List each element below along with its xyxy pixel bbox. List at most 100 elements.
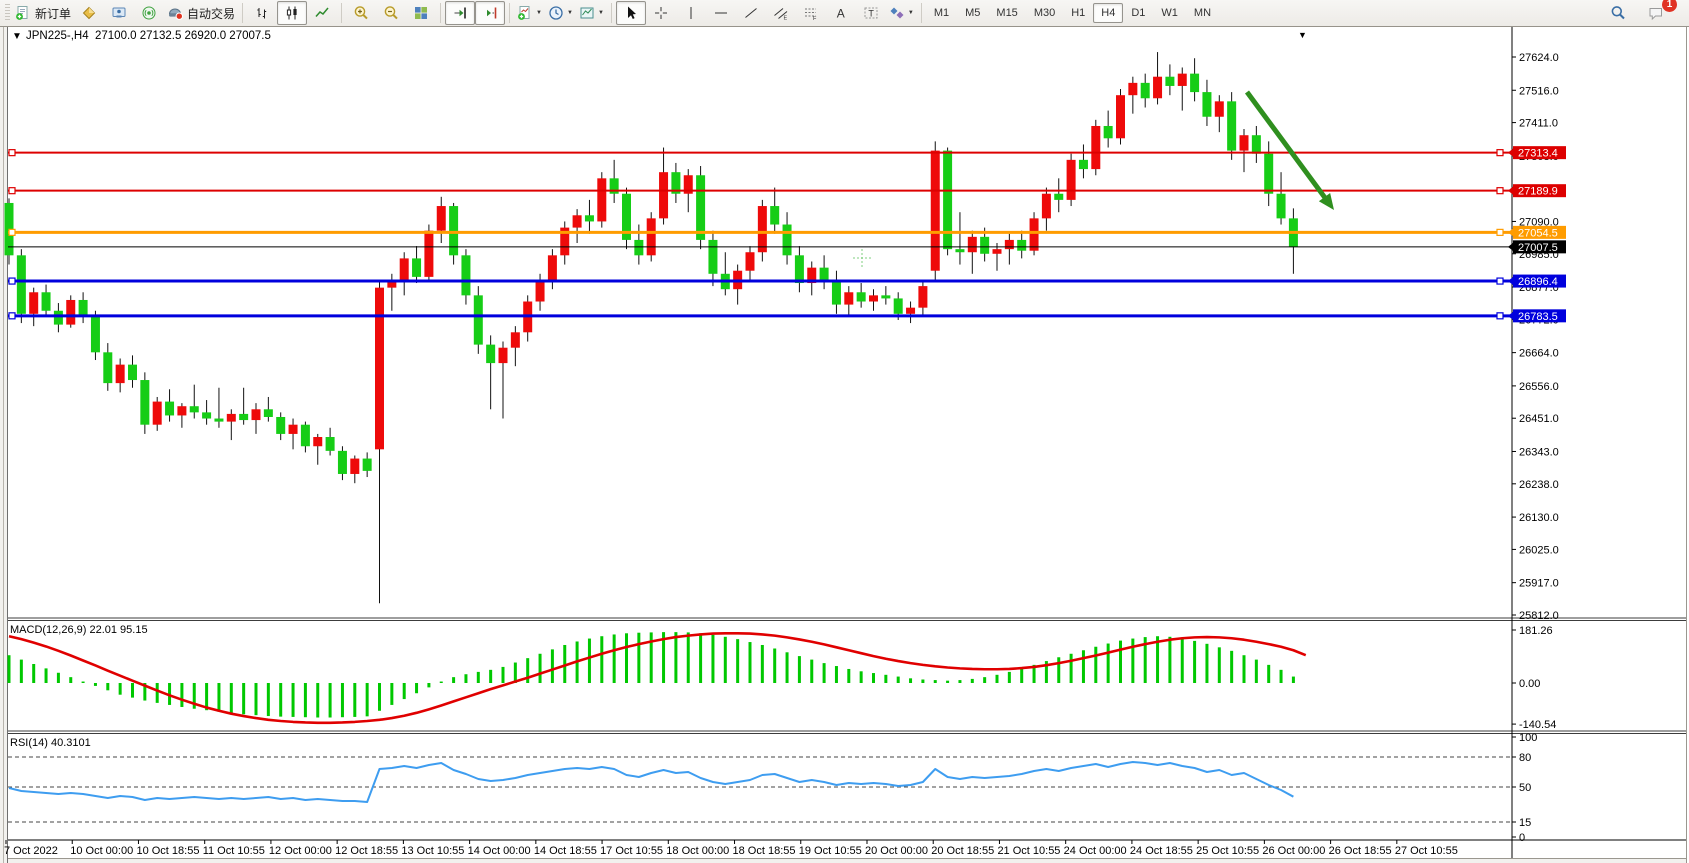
candle[interactable] <box>140 372 150 434</box>
price-axis[interactable]: 27624.027516.027411.027303.027195.027090… <box>1508 26 1566 858</box>
line-handle[interactable] <box>8 312 16 320</box>
candle[interactable] <box>202 400 212 425</box>
candle[interactable] <box>1165 64 1175 96</box>
candle[interactable] <box>276 412 286 441</box>
timeframe-m1[interactable]: M1 <box>933 7 950 19</box>
timeframe-d1[interactable]: D1 <box>1131 7 1146 19</box>
macd-pane[interactable]: MACD(12,26,9) 22.01 95.15 <box>7 624 1307 725</box>
candle[interactable] <box>955 212 965 265</box>
candle[interactable] <box>325 427 335 456</box>
candle[interactable] <box>1004 233 1014 265</box>
candle[interactable] <box>1116 89 1125 145</box>
chevron-down-icon[interactable]: ▼ <box>536 10 542 16</box>
chevron-down-icon[interactable]: ▼ <box>597 10 604 16</box>
timeframe-h4[interactable]: H4 <box>1093 3 1124 23</box>
horizontal-line-object[interactable] <box>8 277 1512 285</box>
candle[interactable] <box>375 279 384 604</box>
candle[interactable] <box>745 246 755 280</box>
candle[interactable] <box>412 246 422 284</box>
chart-collapse-icon[interactable]: ▼ <box>12 31 22 42</box>
line-chart-button[interactable] <box>307 1 337 25</box>
candle[interactable] <box>696 166 706 250</box>
candle[interactable] <box>90 310 100 361</box>
candlestick-button[interactable] <box>277 1 308 25</box>
candle[interactable] <box>152 396 162 431</box>
candle[interactable] <box>881 286 891 305</box>
arrows-button[interactable]: ▼ <box>886 1 917 25</box>
vertical-line-button[interactable] <box>676 1 706 25</box>
line-handle[interactable] <box>8 149 16 157</box>
horizontal-line-object[interactable] <box>8 312 1512 320</box>
candle[interactable] <box>856 283 866 308</box>
candle[interactable] <box>103 343 113 391</box>
candle[interactable] <box>1066 153 1076 207</box>
chevron-down-icon[interactable]: ▼ <box>907 10 914 16</box>
candle[interactable] <box>41 284 51 317</box>
candle[interactable] <box>1202 79 1212 126</box>
candle[interactable] <box>1214 95 1224 133</box>
candle[interactable] <box>1140 73 1150 108</box>
candle[interactable] <box>1091 119 1101 176</box>
candle[interactable] <box>498 341 508 419</box>
candle[interactable] <box>1239 129 1249 173</box>
candle[interactable] <box>29 287 39 327</box>
candle[interactable] <box>906 301 916 324</box>
chart-canvas[interactable]: ▼ JPN225-,H4 27100.0 27132.5 26920.0 27007… <box>0 26 1689 863</box>
candle[interactable] <box>1054 178 1064 213</box>
candle[interactable] <box>992 243 1002 271</box>
search-button[interactable] <box>1603 1 1633 25</box>
chevron-down-icon[interactable]: ▼ <box>566 10 573 16</box>
candle[interactable] <box>572 209 582 243</box>
candle[interactable] <box>967 230 977 274</box>
candle[interactable] <box>1128 76 1138 114</box>
candle[interactable] <box>831 270 841 314</box>
candle[interactable] <box>165 389 175 422</box>
candle[interactable] <box>757 199 767 262</box>
candle[interactable] <box>263 396 273 422</box>
zoom-in-button[interactable] <box>346 1 376 25</box>
cursor-button[interactable] <box>615 1 646 25</box>
zoom-out-button[interactable] <box>376 1 406 25</box>
candle[interactable] <box>782 212 792 265</box>
autotrading-button[interactable]: 自动交易 <box>164 1 238 25</box>
candle[interactable] <box>1041 187 1051 231</box>
signals-button[interactable] <box>134 1 164 25</box>
horizontal-line-button[interactable] <box>706 1 736 25</box>
horizontal-line-object[interactable] <box>8 149 1512 157</box>
candle[interactable] <box>510 326 520 367</box>
bar-chart-button[interactable] <box>247 1 277 25</box>
candle[interactable] <box>1227 92 1237 160</box>
candle[interactable] <box>646 212 656 262</box>
candle[interactable] <box>1177 67 1187 111</box>
rsi-pane[interactable]: RSI(14) 40.3101 <box>8 737 1512 823</box>
candle[interactable] <box>128 355 137 388</box>
notifications-button[interactable]: 1 <box>1641 0 1677 25</box>
line-handle[interactable] <box>1496 312 1504 320</box>
price-pane[interactable]: ▼ JPN225-,H4 27100.0 27132.5 26920.0 27007… <box>4 30 1513 604</box>
line-handle[interactable] <box>1496 149 1504 157</box>
timeframe-w1[interactable]: W1 <box>1161 7 1178 19</box>
candle[interactable] <box>1251 125 1261 163</box>
candle[interactable] <box>622 187 631 250</box>
candle[interactable] <box>399 252 409 296</box>
candle[interactable] <box>473 286 483 354</box>
time-axis[interactable]: 7 Oct 2022 10 Oct 00:00 10 Oct 18:55 11 Oct… <box>4 839 1686 863</box>
timeframe-m5[interactable]: M5 <box>965 7 981 19</box>
candle[interactable] <box>770 187 780 234</box>
candle[interactable] <box>337 446 347 481</box>
candle[interactable] <box>597 172 607 228</box>
candle[interactable] <box>239 387 249 425</box>
horizontal-line-object[interactable] <box>8 228 1512 236</box>
candle[interactable] <box>807 261 817 296</box>
candle[interactable] <box>251 403 261 434</box>
candle[interactable] <box>115 358 125 393</box>
candle[interactable] <box>486 335 496 410</box>
candle[interactable] <box>869 289 878 311</box>
templates-button[interactable]: ▼ <box>576 1 607 25</box>
line-handle[interactable] <box>8 187 16 195</box>
candle[interactable] <box>1190 58 1200 102</box>
candle[interactable] <box>819 255 829 290</box>
candle[interactable] <box>1017 230 1027 259</box>
text-button[interactable]: A <box>826 1 856 25</box>
candle[interactable] <box>53 303 63 333</box>
